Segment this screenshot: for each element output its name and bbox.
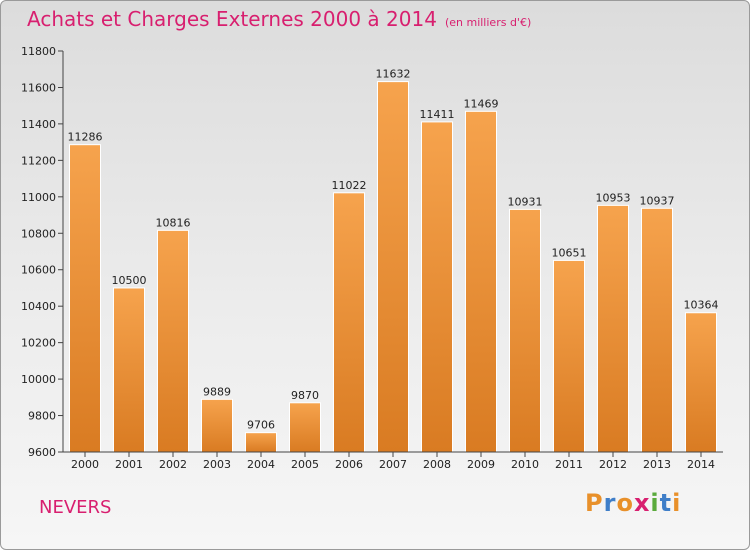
value-label-2012: 10953 <box>596 191 631 204</box>
logo-letter: r <box>603 489 617 517</box>
x-tick-label-2010: 2010 <box>511 458 539 471</box>
value-label-2003: 9889 <box>203 385 231 398</box>
bar-2010 <box>509 208 541 453</box>
x-tick-label-2006: 2006 <box>335 458 363 471</box>
value-label-2005: 9870 <box>291 389 319 402</box>
value-label-2014: 10364 <box>684 299 719 312</box>
x-tick-label-2001: 2001 <box>115 458 143 471</box>
x-tick-label-2003: 2003 <box>203 458 231 471</box>
bar-2005 <box>289 402 321 453</box>
x-tick-label-2009: 2009 <box>467 458 495 471</box>
logo-letter: i <box>650 489 660 517</box>
y-tick-label: 11400 <box>21 118 56 131</box>
x-tick-label-2013: 2013 <box>643 458 671 471</box>
bar-2004 <box>245 432 277 453</box>
logo-letter: o <box>616 489 634 517</box>
value-label-2011: 10651 <box>552 246 587 259</box>
logo-letter: i <box>672 489 682 517</box>
x-tick-label-2012: 2012 <box>599 458 627 471</box>
value-label-2010: 10931 <box>508 195 543 208</box>
x-tick-label-2008: 2008 <box>423 458 451 471</box>
logo-letter: P <box>585 489 604 517</box>
chart-unit-note: (en milliers d'€) <box>444 16 532 29</box>
value-label-2013: 10937 <box>640 194 675 207</box>
value-label-2008: 11411 <box>420 108 455 121</box>
bar-2009 <box>465 110 497 453</box>
logo-letter: x <box>633 489 651 517</box>
y-tick-label: 11200 <box>21 154 56 167</box>
bar-2000 <box>69 144 101 453</box>
y-tick-label: 9800 <box>28 410 56 423</box>
y-tick-label: 10200 <box>21 337 56 350</box>
y-tick-label: 11000 <box>21 191 56 204</box>
y-tick-label: 11600 <box>21 81 56 94</box>
bar-2003 <box>201 398 233 453</box>
x-tick-label-2002: 2002 <box>159 458 187 471</box>
bar-2008 <box>421 121 453 453</box>
y-tick-label: 10800 <box>21 227 56 240</box>
x-tick-label-2007: 2007 <box>379 458 407 471</box>
chart-title-text: Achats et Charges Externes 2000 à 2014 <box>27 7 437 31</box>
y-tick-label: 9600 <box>28 446 56 459</box>
x-tick-label-2014: 2014 <box>687 458 715 471</box>
value-label-2004: 9706 <box>247 419 275 432</box>
x-tick-label-2005: 2005 <box>291 458 319 471</box>
bar-2001 <box>113 287 145 453</box>
value-label-2006: 11022 <box>332 179 367 192</box>
value-label-2007: 11632 <box>376 68 411 81</box>
x-tick-label-2000: 2000 <box>71 458 99 471</box>
x-tick-label-2011: 2011 <box>555 458 583 471</box>
y-tick-label: 10400 <box>21 300 56 313</box>
bar-2007 <box>377 81 409 453</box>
y-tick-label: 10000 <box>21 373 56 386</box>
chart-title: Achats et Charges Externes 2000 à 2014 (e… <box>27 7 531 31</box>
bar-2013 <box>641 207 673 453</box>
value-label-2000: 11286 <box>68 131 103 144</box>
value-label-2009: 11469 <box>464 97 499 110</box>
bar-2011 <box>553 259 585 453</box>
value-label-2002: 10816 <box>156 216 191 229</box>
proxiti-logo: Proxiti <box>585 489 681 517</box>
bar-2012 <box>597 204 629 453</box>
bar-2006 <box>333 192 365 453</box>
y-tick-label: 10600 <box>21 264 56 277</box>
bar-2014 <box>685 312 717 453</box>
logo-letter: t <box>659 489 673 517</box>
city-label: NEVERS <box>39 497 112 518</box>
value-label-2001: 10500 <box>112 274 147 287</box>
bar-2002 <box>157 229 189 453</box>
x-tick-label-2004: 2004 <box>247 458 275 471</box>
y-tick-label: 11800 <box>21 45 56 58</box>
